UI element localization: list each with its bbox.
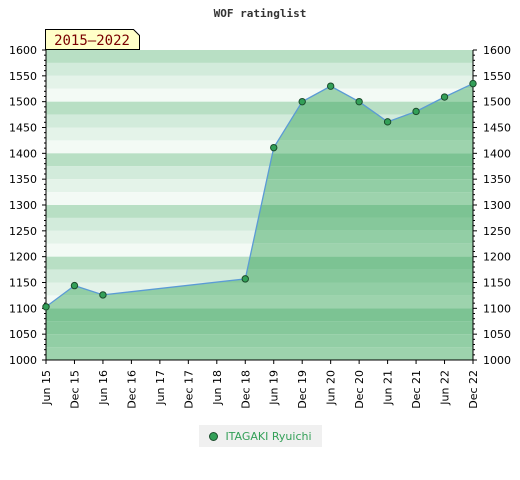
area-band (46, 347, 473, 360)
y-tick-label-right: 1150 (483, 277, 511, 290)
x-tick-label: Jun 17 (154, 370, 167, 406)
x-tick-label: Dec 16 (125, 370, 138, 409)
area-band (46, 295, 473, 309)
y-tick-label-right: 1200 (483, 251, 511, 264)
area-band (46, 308, 473, 322)
y-tick-label-left: 1250 (9, 225, 37, 238)
bg-band (46, 101, 473, 115)
x-tick-label: Jun 21 (382, 370, 395, 406)
data-point (70, 281, 79, 290)
period-badge: 2015–2022 (45, 29, 140, 50)
y-tick-label-right: 1250 (483, 225, 511, 238)
y-tick-label-left: 1450 (9, 122, 37, 135)
y-tick-label-left: 1300 (9, 199, 37, 212)
x-tick-label: Dec 19 (296, 370, 309, 409)
y-tick-label-right: 1400 (483, 147, 511, 160)
x-tick-label: Jun 16 (97, 370, 110, 406)
y-tick-label-left: 1350 (9, 173, 37, 186)
period-badge-label: 2015–2022 (54, 33, 130, 49)
x-tick-label: Jun 19 (268, 370, 281, 406)
y-tick-label-right: 1500 (483, 96, 511, 109)
x-tick-label: Dec 22 (467, 370, 480, 409)
area-band (46, 334, 473, 348)
data-point (412, 107, 420, 116)
area-band (46, 321, 473, 335)
y-tick-label-right: 1100 (483, 302, 511, 315)
y-tick-label-right: 1350 (483, 173, 511, 186)
y-tick-label-left: 1000 (9, 354, 37, 367)
y-tick-label-right: 1600 (483, 44, 511, 57)
bg-band (46, 88, 473, 102)
y-tick-label-right: 1000 (483, 354, 511, 367)
y-tick-label-right: 1300 (483, 199, 511, 212)
y-tick-label-left: 1400 (9, 147, 37, 160)
chart-title: WOF ratinglist (214, 7, 307, 20)
bg-band (46, 62, 473, 76)
y-tick-label-left: 1050 (9, 328, 37, 341)
data-point (99, 291, 107, 299)
series-line (46, 82, 473, 308)
x-tick-label: Dec 18 (239, 370, 252, 409)
data-point (270, 143, 278, 152)
x-tick-label: Dec 21 (410, 370, 423, 409)
x-tick-label: Jun 18 (211, 370, 224, 406)
data-point (298, 97, 306, 106)
y-tick-label-left: 1200 (9, 251, 37, 264)
y-tick-label-right: 1550 (483, 70, 511, 83)
data-point (469, 79, 477, 88)
y-tick-label-left: 1100 (9, 302, 37, 315)
x-tick-label: Jun 15 (40, 370, 53, 406)
legend-label: ITAGAKI Ryuichi (225, 429, 312, 443)
legend: ITAGAKI Ryuichi (199, 425, 322, 447)
data-point (326, 82, 335, 90)
y-tick-label-right: 1050 (483, 328, 511, 341)
legend-marker-icon (209, 431, 219, 441)
x-tick-label: Dec 17 (182, 370, 195, 409)
x-tick-label: Jun 20 (325, 370, 338, 406)
x-tick-label: Dec 20 (353, 370, 366, 409)
x-tick-label: Jun 22 (439, 370, 452, 406)
bg-band (46, 75, 473, 89)
y-tick-label-left: 1150 (9, 277, 37, 290)
bg-band (46, 50, 473, 63)
y-tick-label-right: 1450 (483, 122, 511, 135)
data-point (440, 93, 449, 101)
y-tick-label-left: 1500 (9, 96, 37, 109)
data-point (383, 118, 392, 126)
data-point (355, 97, 363, 106)
data-point (42, 303, 50, 311)
points-layer (42, 79, 477, 311)
x-tick-label: Dec 15 (68, 370, 81, 409)
axis-layer: 1000 1000 1050 1050 1100 1100 1150 1150 1200 1200… (9, 44, 511, 409)
y-tick-label-left: 1550 (9, 70, 37, 83)
data-point (241, 275, 249, 283)
y-tick-label-left: 1600 (9, 44, 37, 57)
